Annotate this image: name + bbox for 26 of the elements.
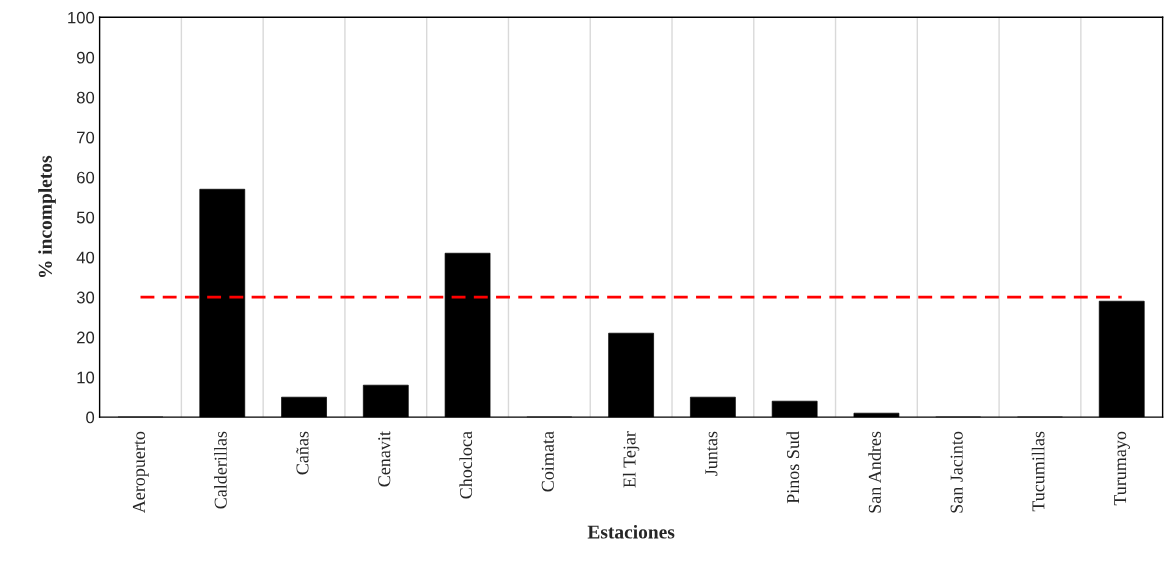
y-tick-label: 50 (76, 211, 95, 224)
y-tick-label: 80 (76, 91, 95, 104)
x-tick-label: Chocloca (459, 431, 473, 499)
x-tick-label: Cenavit (378, 431, 391, 487)
x-tick-label: San Jacinto (950, 431, 963, 513)
y-tick-label: 30 (76, 291, 95, 304)
x-tick-label: Aeropuerto (132, 431, 149, 514)
y-tick-label: 100 (68, 11, 95, 24)
x-axis-title: Estaciones (587, 524, 675, 539)
y-tick-label: 70 (77, 131, 95, 144)
x-tick-label: Pinos Sud (786, 431, 800, 504)
x-tick-label: Calderillas (214, 431, 227, 509)
y-tick-label: 10 (77, 371, 95, 384)
y-tick-label: 60 (77, 171, 95, 184)
x-tick-label: El Tejar (622, 431, 640, 488)
x-tick-label: Juntas (705, 431, 718, 476)
x-tick-label: Tucumillas (1031, 431, 1045, 512)
x-tick-label: Cañas (296, 431, 309, 475)
y-tick-label: 90 (77, 51, 95, 64)
y-tick-label: 0 (86, 411, 95, 424)
x-tick-label: Coimata (541, 431, 554, 492)
y-axis-title: % incompletos (38, 155, 56, 278)
y-tick-label: 40 (76, 251, 95, 264)
x-tick-label: San Andres (868, 431, 881, 513)
x-tick-label: Turumayo (1114, 431, 1130, 506)
y-tick-label: 20 (77, 331, 95, 344)
